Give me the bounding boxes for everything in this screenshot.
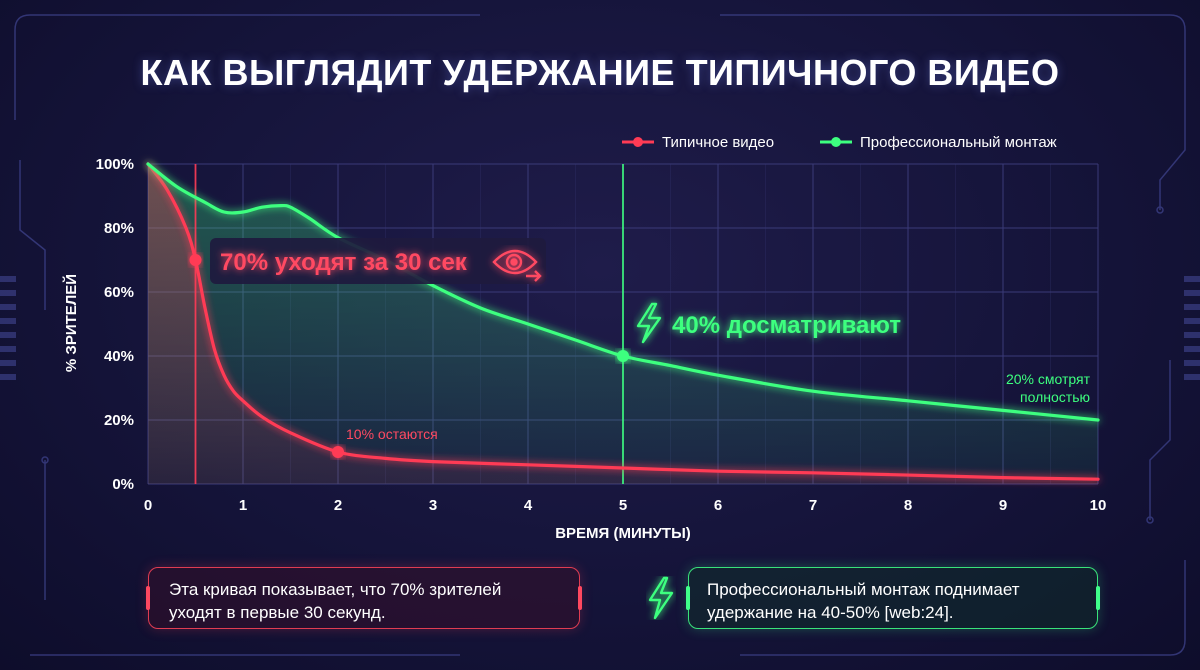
lightning-icon xyxy=(648,576,674,620)
legend-item-pro: Профессиональный монтаж xyxy=(820,134,1057,151)
y-tick-label: 60% xyxy=(104,284,134,301)
x-axis-label: ВРЕМЯ (МИНУТЫ) xyxy=(555,525,691,542)
x-tick-label: 0 xyxy=(144,497,152,514)
reference-lines xyxy=(194,164,624,484)
note-box-right: Профессиональный монтаж поднимает удержа… xyxy=(686,567,1100,629)
y-axis-label: % ЗРИТЕЛЕЙ xyxy=(62,274,80,372)
area-fills xyxy=(148,164,1098,484)
note-right-line-1: Профессиональный монтаж поднимает xyxy=(707,580,1020,599)
red-callout-text: 70% уходят за 30 сек xyxy=(220,249,468,276)
note-left-line-1: Эта кривая показывает, что 70% зрителей xyxy=(169,580,502,599)
y-tick-label: 100% xyxy=(96,156,134,173)
axis-ticks: 0 1 2 3 4 5 6 7 8 9 100%20%40%60%80%100% xyxy=(96,156,1107,514)
note-left-line-2: уходят в первые 30 секунд. xyxy=(169,603,386,622)
lightning-icon xyxy=(636,302,662,344)
y-tick-label: 80% xyxy=(104,220,134,237)
red-callout: 70% уходят за 30 сек xyxy=(210,238,546,284)
green-small-label-2: полностью xyxy=(1020,389,1090,405)
x-tick-label: 4 xyxy=(524,497,533,514)
note-accent-left xyxy=(146,586,150,610)
green-callout: 40% досматривают xyxy=(636,302,901,344)
y-tick-label: 40% xyxy=(104,348,134,365)
red-small-label: 10% остаются xyxy=(346,426,438,442)
x-tick-label: 1 xyxy=(239,497,247,514)
data-markers xyxy=(189,254,629,458)
series-line xyxy=(146,162,1100,422)
note-accent-left xyxy=(686,586,690,610)
data-marker xyxy=(189,254,202,266)
x-tick-label: 7 xyxy=(809,497,817,514)
series-line xyxy=(146,162,1100,481)
y-tick-label: 20% xyxy=(104,412,134,429)
page-title: КАК ВЫГЛЯДИТ УДЕРЖАНИЕ ТИПИЧНОГО ВИДЕО xyxy=(140,52,1060,93)
legend: Типичное видео Профессиональный монтаж xyxy=(622,134,1057,151)
legend-label-typical: Типичное видео xyxy=(662,134,774,151)
note-accent-right xyxy=(578,586,582,610)
green-callout-text: 40% досматривают xyxy=(672,312,901,339)
y-tick-label: 0% xyxy=(112,476,134,493)
x-tick-label: 3 xyxy=(429,497,437,514)
x-tick-label: 2 xyxy=(334,497,342,514)
x-tick-label: 8 xyxy=(904,497,912,514)
note-box-left: Эта кривая показывает, что 70% зрителей … xyxy=(146,567,582,629)
green-small-label-1: 20% смотрят xyxy=(1006,371,1091,387)
note-accent-right xyxy=(1096,586,1100,610)
x-tick-label: 6 xyxy=(714,497,722,514)
data-marker xyxy=(617,350,629,362)
series-lines xyxy=(146,162,1100,481)
series-area xyxy=(148,164,1098,484)
x-tick-label: 10 xyxy=(1090,497,1107,514)
series-area xyxy=(148,164,1098,484)
eye-icon xyxy=(492,249,542,282)
note-right-line-2: удержание на 40-50% [web:24]. xyxy=(707,603,954,622)
x-tick-label: 9 xyxy=(999,497,1007,514)
data-marker xyxy=(332,446,344,458)
x-tick-label: 5 xyxy=(619,497,627,514)
legend-item-typical: Типичное видео xyxy=(622,134,774,151)
legend-label-pro: Профессиональный монтаж xyxy=(860,134,1057,151)
